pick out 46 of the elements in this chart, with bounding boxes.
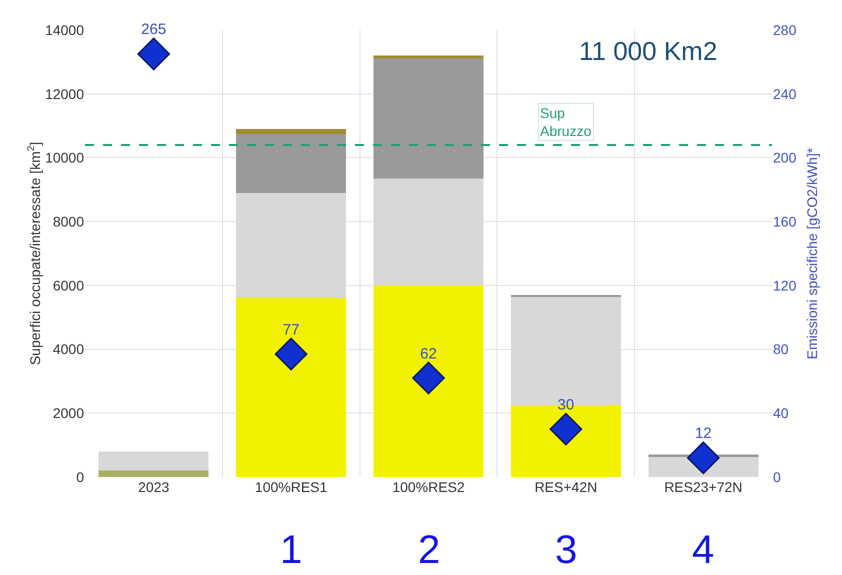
point xyxy=(686,441,720,474)
data-label: 12 xyxy=(694,425,712,442)
point xyxy=(274,338,308,370)
ref-line-label: Sup Abruzzo xyxy=(540,105,592,140)
y2-tick-label: 80 xyxy=(773,341,789,358)
y2-axis-title: Emissioni specifiche [gCO2/kWh]* xyxy=(804,147,820,360)
y2-tick-label: 120 xyxy=(773,277,797,294)
y2-tick-label: 160 xyxy=(773,213,797,230)
annotation: 11 000 Km2 xyxy=(579,36,718,66)
y-tick-label: 12000 xyxy=(45,86,84,102)
text: 3 xyxy=(555,528,578,572)
bar xyxy=(98,451,209,471)
y2-tick-label: 200 xyxy=(773,150,797,166)
data-label: 77 xyxy=(282,321,300,338)
bar xyxy=(98,470,209,477)
y-tick-label: 10000 xyxy=(45,150,84,166)
bar xyxy=(236,128,346,134)
x-tick-label: RES+42N xyxy=(534,479,598,495)
y2-tick-label: 0 xyxy=(773,468,781,485)
y2-tick-label: 40 xyxy=(773,405,789,422)
bar xyxy=(374,58,484,178)
y-tick-label: 8000 xyxy=(52,213,84,230)
bar xyxy=(374,285,484,477)
data-label: 62 xyxy=(420,345,437,362)
text: 1 xyxy=(280,528,302,572)
point xyxy=(412,362,445,394)
bar xyxy=(374,178,484,286)
bar xyxy=(236,298,346,477)
y-tick-label: 0 xyxy=(76,468,84,485)
y2-tick-label: 280 xyxy=(773,22,797,38)
bar xyxy=(374,56,484,59)
bar xyxy=(236,134,346,193)
y-tick-label: 2000 xyxy=(52,405,84,422)
x-tick-label: 100%RES2 xyxy=(392,479,465,495)
y2-tick-label: 240 xyxy=(773,86,797,102)
x-tick-label: RES23+72N xyxy=(664,479,742,495)
x-tick-label: 100%RES1 xyxy=(254,479,328,495)
x-tick-label: 2023 xyxy=(138,479,170,495)
y-tick-label: 6000 xyxy=(52,277,84,294)
data-label: 265 xyxy=(141,21,166,38)
text: 4 xyxy=(692,528,714,572)
bar xyxy=(236,192,346,298)
text: 2 xyxy=(418,528,440,572)
y-tick-label: 4000 xyxy=(52,341,84,358)
point xyxy=(137,38,170,70)
y-tick-label: 14000 xyxy=(45,22,84,38)
